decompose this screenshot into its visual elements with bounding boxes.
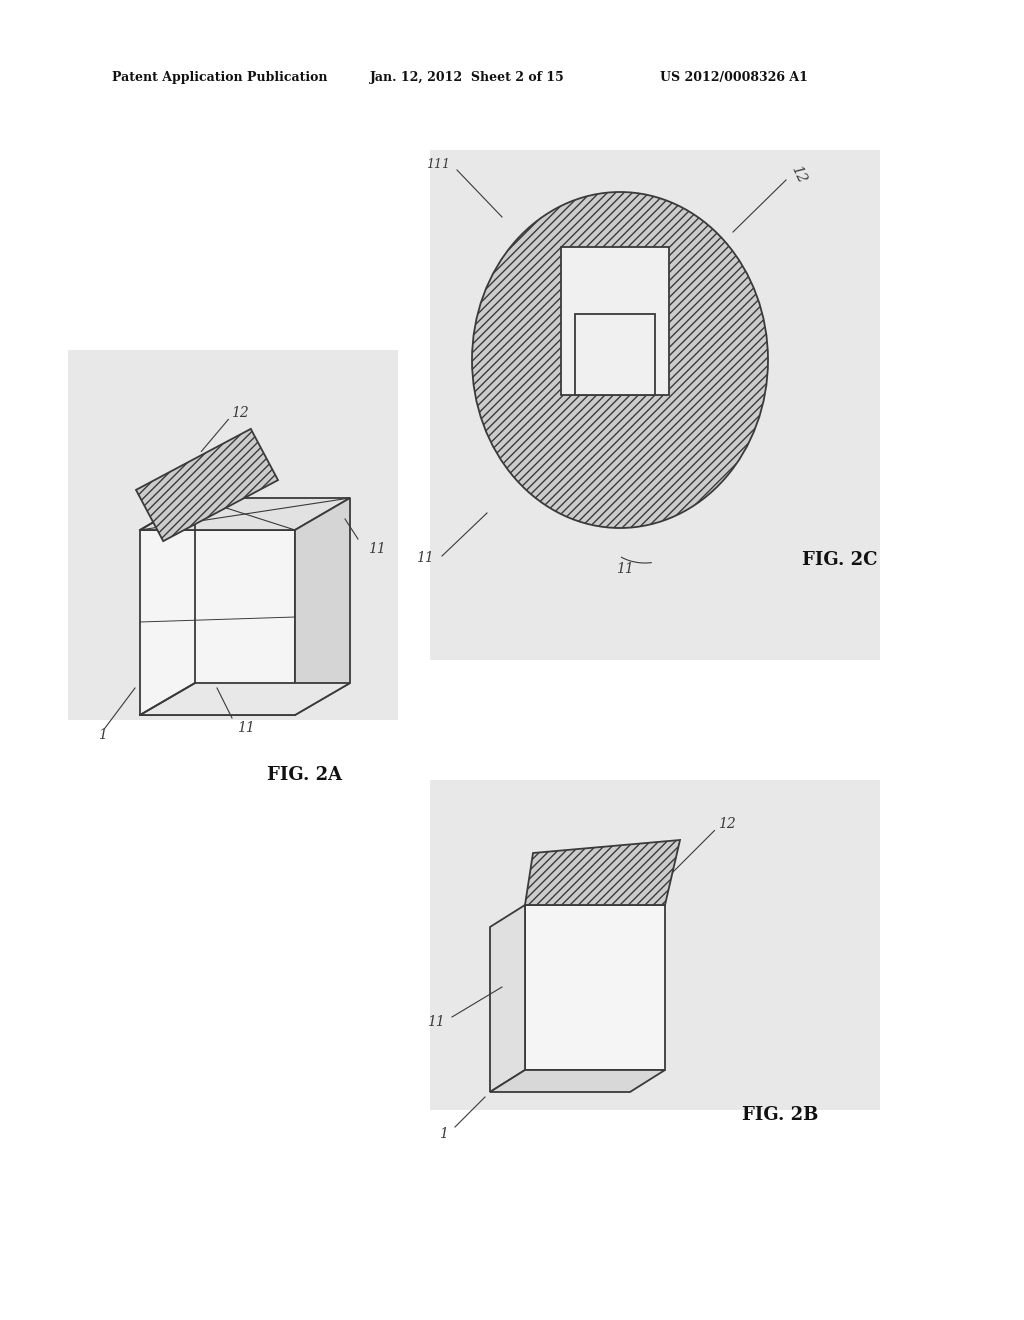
Text: US 2012/0008326 A1: US 2012/0008326 A1 <box>660 71 808 84</box>
Text: 11: 11 <box>416 550 434 565</box>
Text: 12: 12 <box>788 162 808 185</box>
Bar <box>525 906 665 1071</box>
Text: 111: 111 <box>426 157 450 170</box>
Bar <box>68 350 398 719</box>
Polygon shape <box>490 906 525 1092</box>
Ellipse shape <box>472 191 768 528</box>
Text: 1: 1 <box>439 1127 449 1140</box>
Polygon shape <box>525 840 680 906</box>
Text: FIG. 2A: FIG. 2A <box>267 766 343 784</box>
Text: 11: 11 <box>368 543 386 556</box>
Text: FIG. 2C: FIG. 2C <box>802 550 878 569</box>
Bar <box>561 247 669 395</box>
Text: 11: 11 <box>615 562 634 577</box>
Text: 11: 11 <box>427 1015 445 1030</box>
Text: 12: 12 <box>231 407 249 420</box>
Polygon shape <box>136 429 278 541</box>
Text: Patent Application Publication: Patent Application Publication <box>112 71 328 84</box>
Text: 1: 1 <box>98 729 106 742</box>
Polygon shape <box>295 498 350 715</box>
Polygon shape <box>490 1071 665 1092</box>
Text: 12: 12 <box>719 817 736 832</box>
Text: 11: 11 <box>237 721 255 735</box>
Polygon shape <box>140 531 295 715</box>
Bar <box>430 780 880 1110</box>
Text: Jan. 12, 2012  Sheet 2 of 15: Jan. 12, 2012 Sheet 2 of 15 <box>370 71 565 84</box>
Bar <box>575 314 655 395</box>
Polygon shape <box>140 682 350 715</box>
Polygon shape <box>140 498 350 531</box>
Text: FIG. 2B: FIG. 2B <box>741 1106 818 1125</box>
Bar <box>430 150 880 660</box>
